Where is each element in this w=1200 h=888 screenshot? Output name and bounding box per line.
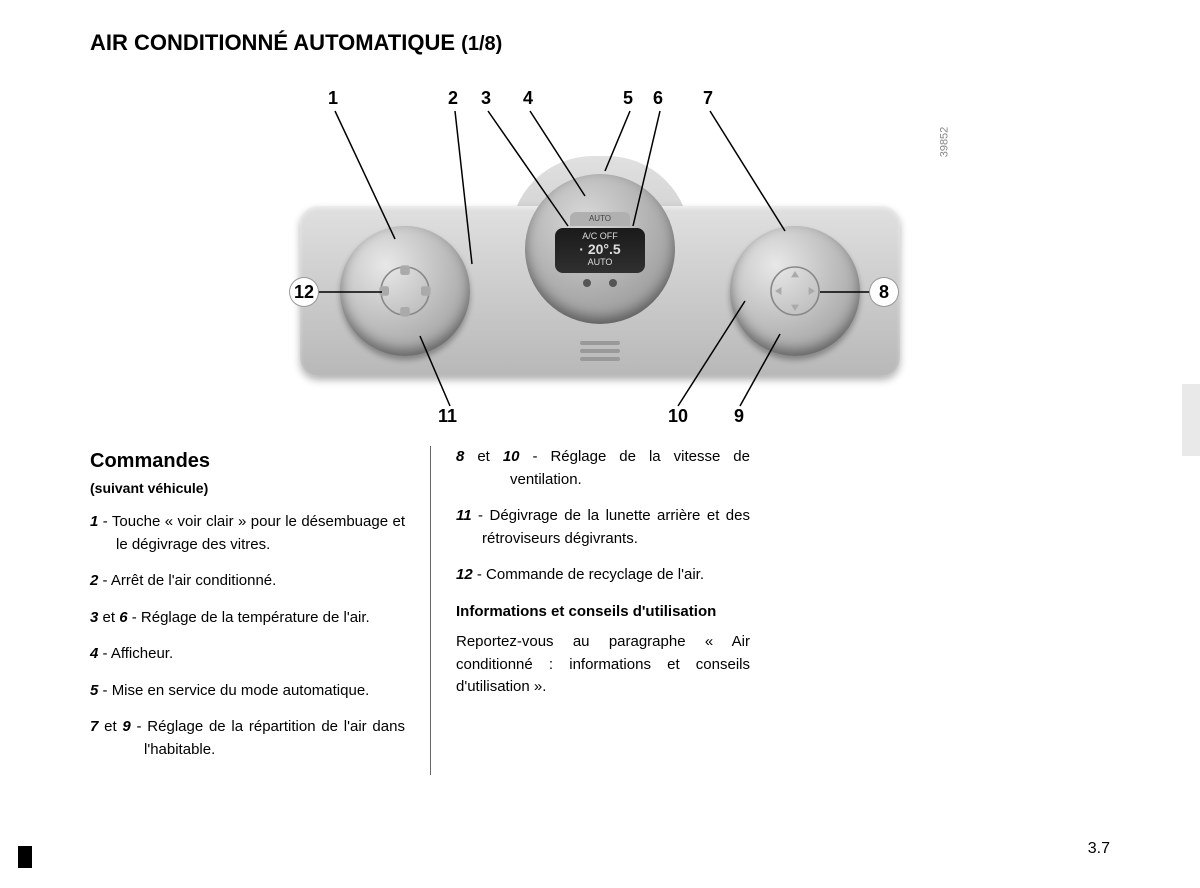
num-6: 6 [119, 609, 127, 626]
txt-3-6: Réglage de la température de l'air. [141, 609, 370, 626]
column-right: 8 et 10 - Réglage de la vitesse de venti… [430, 446, 770, 775]
callout-2: 2 [448, 88, 458, 109]
page-number: 3.7 [1088, 840, 1110, 858]
num-10: 10 [503, 448, 520, 465]
sep: - [98, 513, 112, 530]
callout-9: 9 [734, 406, 744, 427]
sep: - [98, 682, 111, 699]
title-main: AIR CONDITIONNÉ AUTOMATIQUE [90, 30, 461, 55]
callout-6: 6 [653, 88, 663, 109]
num-12: 12 [456, 566, 473, 583]
figure-climate-control-panel: 39852 AUTO A/C OFF · 20°.5 AUTO [250, 76, 950, 426]
callout-12: 12 [290, 278, 318, 306]
and: et [98, 718, 122, 735]
info-body: Reportez-vous au paragraphe « Air condit… [456, 631, 750, 699]
txt-11: Dégivrage de la lunette arrière et des r… [482, 507, 750, 547]
sep: - [473, 566, 486, 583]
and: et [98, 609, 119, 626]
column-empty [770, 446, 1110, 775]
txt-4: Afficheur. [111, 645, 173, 662]
item-7-9: 7 et 9 - Réglage de la répartition de l'… [90, 716, 405, 761]
callout-11: 11 [438, 406, 457, 427]
commands-subheading: (suivant véhicule) [90, 478, 405, 499]
text-columns: Commandes (suivant véhicule) 1 - Touche … [90, 446, 1110, 775]
vent-grille-icon [580, 341, 620, 361]
column-left: Commandes (suivant véhicule) 1 - Touche … [90, 446, 430, 775]
commands-heading: Commandes [90, 446, 405, 476]
item-8-10: 8 et 10 - Réglage de la vitesse de venti… [456, 446, 750, 491]
txt-5: Mise en service du mode automatique. [112, 682, 370, 699]
display-temperature: · 20°.5 [579, 242, 620, 257]
info-heading: Informations et conseils d'utilisation [456, 601, 750, 624]
num-9: 9 [122, 718, 130, 735]
item-11: 11 - Dégivrage de la lunette arrière et … [456, 505, 750, 550]
item-12: 12 - Commande de recyclage de l'air. [456, 564, 750, 587]
txt-2: Arrêt de l'air conditionné. [111, 572, 276, 589]
callout-5: 5 [623, 88, 633, 109]
adjuster-dots [583, 279, 617, 287]
auto-button-label: AUTO [570, 212, 630, 226]
item-4: 4 - Afficheur. [90, 643, 405, 666]
sep: - [520, 448, 551, 465]
item-5: 5 - Mise en service du mode automatique. [90, 680, 405, 703]
page-title: AIR CONDITIONNÉ AUTOMATIQUE (1/8) [90, 30, 1110, 56]
corner-mark-icon [18, 846, 32, 868]
txt-12: Commande de recyclage de l'air. [486, 566, 704, 583]
callout-1: 1 [328, 88, 338, 109]
item-2: 2 - Arrêt de l'air conditionné. [90, 570, 405, 593]
dial-right [730, 226, 860, 356]
sep: - [131, 718, 148, 735]
title-sub: (1/8) [461, 33, 502, 55]
dial-left [340, 226, 470, 356]
txt-7-9: Réglage de la répartition de l'air dans … [144, 718, 405, 758]
photo-id: 39852 [939, 127, 951, 158]
item-3-6: 3 et 6 - Réglage de la température de l'… [90, 607, 405, 630]
callout-3: 3 [481, 88, 491, 109]
sep: - [472, 507, 490, 524]
item-1: 1 - Touche « voir clair » pour le désemb… [90, 511, 405, 556]
txt-1: Touche « voir clair » pour le désembuage… [112, 513, 405, 553]
callout-7: 7 [703, 88, 713, 109]
callout-10: 10 [668, 406, 688, 427]
callout-8: 8 [870, 278, 898, 306]
lcd-display: A/C OFF · 20°.5 AUTO [555, 228, 645, 273]
num-11: 11 [456, 507, 472, 524]
and: et [464, 448, 502, 465]
sep: - [98, 572, 111, 589]
section-tab-icon [1182, 384, 1200, 456]
display-line-auto: AUTO [588, 258, 613, 268]
callout-4: 4 [523, 88, 533, 109]
panel-illustration: AUTO A/C OFF · 20°.5 AUTO [300, 156, 900, 376]
sep: - [98, 645, 111, 662]
dial-center: AUTO A/C OFF · 20°.5 AUTO [525, 174, 675, 324]
sep: - [128, 609, 141, 626]
